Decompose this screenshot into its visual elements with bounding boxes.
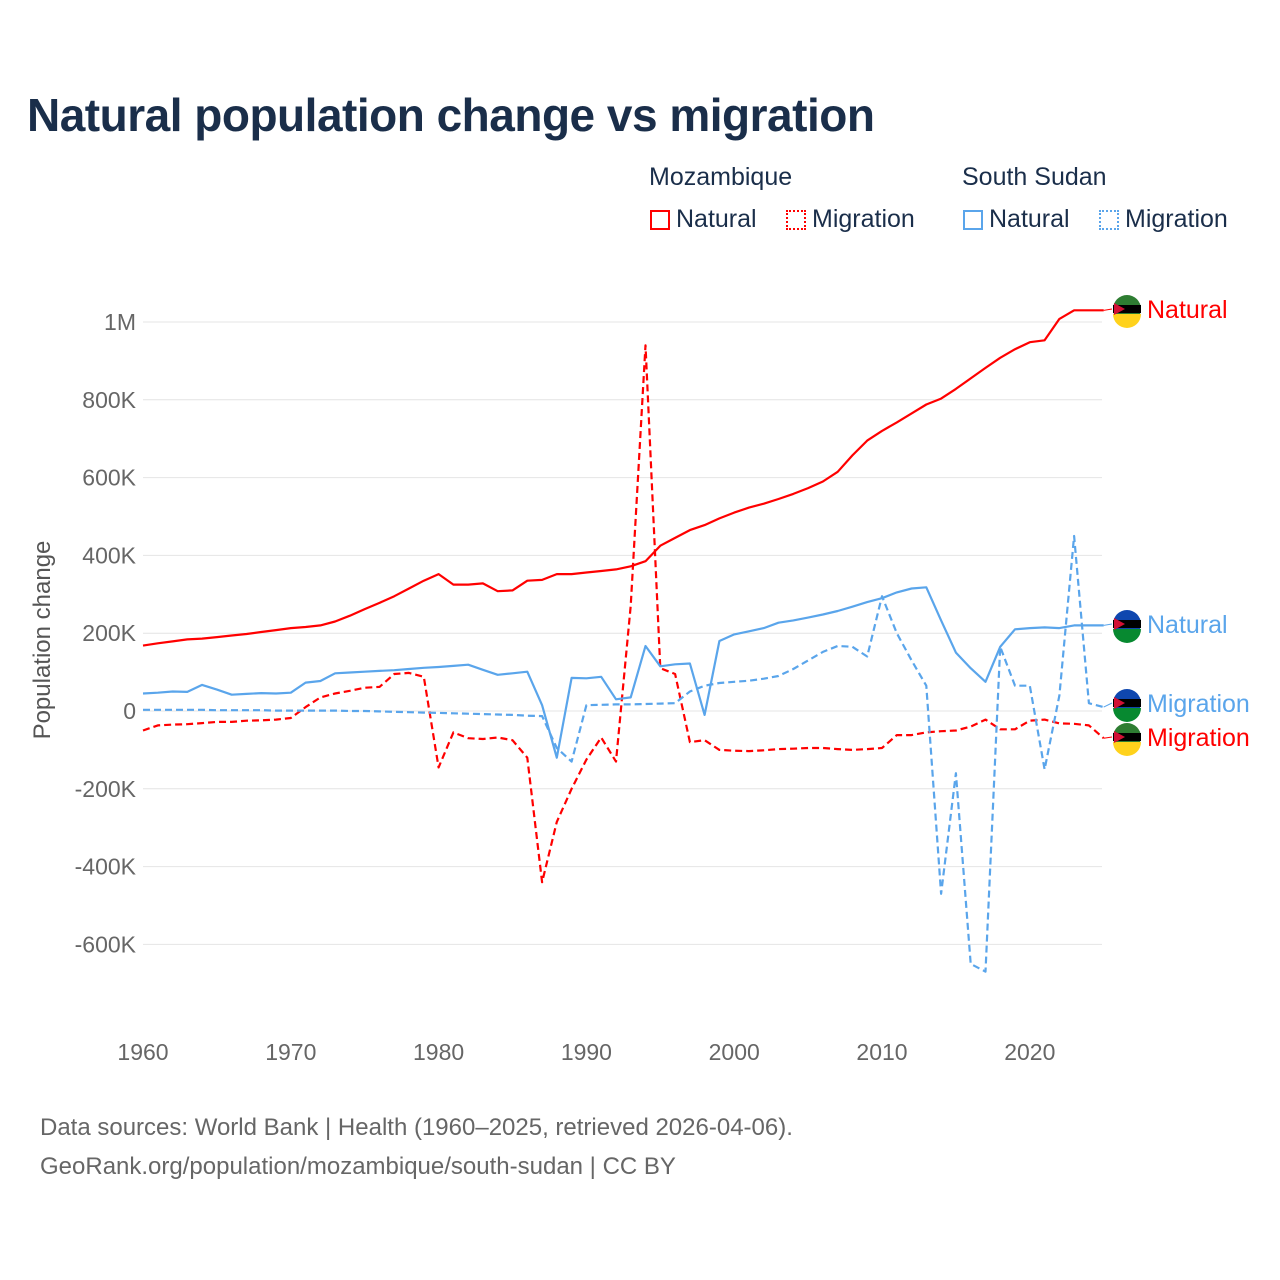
- series-line-south-sudan-natural: [142, 586, 1104, 759]
- legend-south-sudan-migration[interactable]: Migration: [1099, 205, 1228, 234]
- end-label-connector: [1103, 308, 1113, 311]
- end-label-connector: [1103, 623, 1113, 626]
- end-label: Migration: [1147, 724, 1250, 752]
- source-note: Data sources: World Bank | Health (1960–…: [40, 1108, 793, 1186]
- y-tick-label: 800K: [82, 387, 136, 413]
- chart-title: Natural population change vs migration: [27, 89, 875, 141]
- flag-triangle: [1114, 697, 1125, 709]
- flag-icon: [1113, 723, 1141, 756]
- y-tick-label: 0: [123, 698, 136, 724]
- legend-label: Migration: [812, 205, 915, 233]
- legend-group-mozambique: Mozambique: [649, 163, 793, 191]
- flag-icon: [1113, 295, 1141, 328]
- x-tick-label: 1980: [413, 1039, 464, 1065]
- series-line-south-sudan-migration: [143, 534, 1104, 973]
- legend-mozambique-natural[interactable]: Natural: [650, 205, 757, 234]
- y-tick-label: 400K: [82, 542, 136, 568]
- legend-label: Migration: [1125, 205, 1228, 233]
- flag-band: [1113, 314, 1141, 328]
- flag-triangle: [1114, 618, 1125, 630]
- end-label: Migration: [1147, 690, 1250, 718]
- flag-band: [1113, 620, 1141, 628]
- flag-band: [1113, 699, 1141, 707]
- y-tick-label: -200K: [75, 776, 137, 802]
- y-tick-label: 1M: [104, 309, 136, 335]
- legend-swatch-dotted: [1099, 209, 1119, 230]
- flag-icon: [1113, 610, 1141, 643]
- y-tick-label: 600K: [82, 465, 136, 491]
- end-label: Natural: [1147, 296, 1228, 324]
- legend-label: Natural: [676, 205, 757, 233]
- y-tick-label: -600K: [75, 931, 137, 957]
- x-tick-label: 2000: [709, 1039, 760, 1065]
- flag-band: [1113, 742, 1141, 756]
- end-label-connector: [1103, 736, 1113, 739]
- y-tick-label: 200K: [82, 620, 136, 646]
- series-line-mozambique-migration: [142, 344, 1105, 884]
- end-label-connector: [1103, 702, 1113, 708]
- flag-band: [1113, 708, 1141, 722]
- flag-band: [1113, 629, 1141, 643]
- legend-label: Natural: [989, 205, 1070, 233]
- y-axis-label: Population change: [29, 541, 56, 740]
- legend-swatch-dotted: [786, 209, 806, 230]
- y-tick-label: -400K: [75, 854, 137, 880]
- flag-icon: [1113, 689, 1141, 722]
- flag-triangle: [1114, 731, 1125, 743]
- legend-swatch-solid: [650, 209, 670, 230]
- series-line-mozambique-natural: [142, 309, 1104, 647]
- x-tick-label: 2020: [1004, 1039, 1055, 1065]
- flag-band: [1113, 733, 1141, 741]
- x-tick-label: 1970: [265, 1039, 316, 1065]
- x-tick-label: 1990: [561, 1039, 612, 1065]
- legend-group-south-sudan: South Sudan: [962, 163, 1107, 191]
- legend-swatch-solid: [963, 209, 983, 230]
- source-line-1: Data sources: World Bank | Health (1960–…: [40, 1114, 793, 1141]
- x-tick-label: 1960: [117, 1039, 168, 1065]
- flag-triangle: [1114, 303, 1125, 315]
- end-label: Natural: [1147, 611, 1228, 639]
- legend-mozambique-migration[interactable]: Migration: [786, 205, 915, 234]
- legend-south-sudan-natural[interactable]: Natural: [963, 205, 1070, 234]
- flag-band: [1113, 305, 1141, 313]
- source-line-2[interactable]: GeoRank.org/population/mozambique/south-…: [40, 1153, 676, 1180]
- x-tick-label: 2010: [856, 1039, 907, 1065]
